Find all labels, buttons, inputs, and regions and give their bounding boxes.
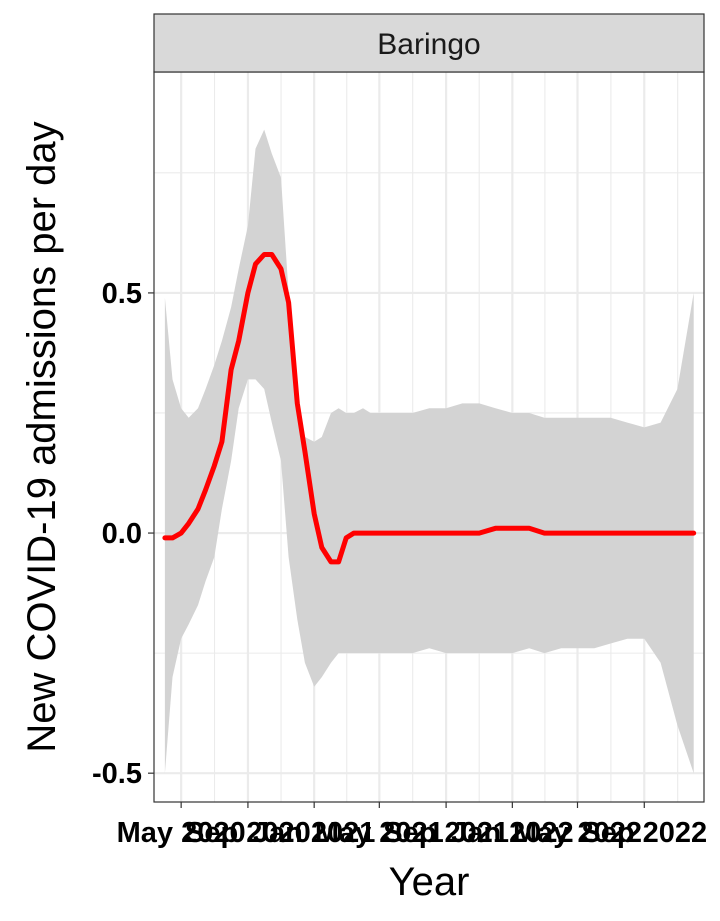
x-axis-title: Year [389, 860, 470, 904]
x-tick-label: May 2022 [513, 817, 642, 849]
y-tick-label: 0.5 [102, 278, 142, 310]
confidence-ribbon [164, 129, 694, 774]
x-tick-label: Sep 2022 [581, 817, 707, 849]
x-tick-label: Jan 2021 [253, 817, 376, 849]
y-axis: -0.5 0.0 0.5 [92, 278, 154, 790]
x-tick-label: Sep 2021 [383, 817, 509, 849]
x-tick-label: Jan 2022 [451, 817, 574, 849]
series-line [162, 252, 697, 565]
y-tick-label: 0.0 [102, 518, 142, 550]
x-tick-label: May 2021 [315, 817, 444, 849]
facet-label: Baringo [377, 28, 480, 61]
facet-strip [153, 13, 705, 73]
x-tick-label: May 2020 [117, 817, 246, 849]
x-tick-label: Sep 2020 [185, 817, 311, 849]
y-tick-label: -0.5 [92, 758, 142, 790]
y-axis-title: New COVID-19 admissions per day [20, 121, 64, 752]
